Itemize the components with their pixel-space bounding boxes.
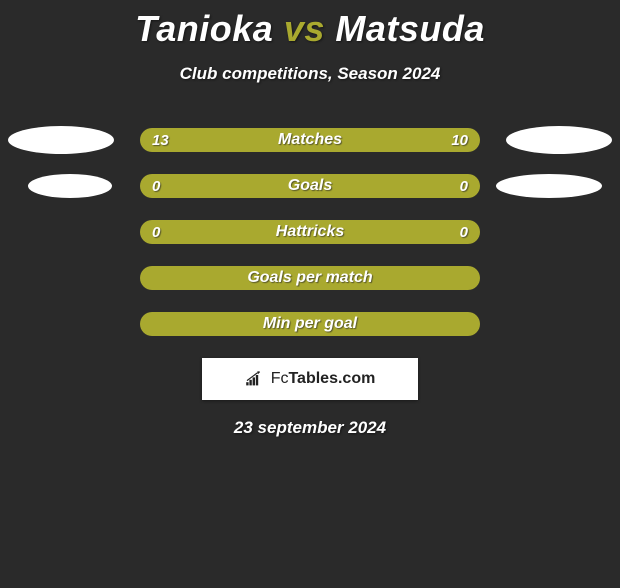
stat-bar: 0 Hattricks 0 (140, 220, 480, 244)
stat-right-value: 10 (444, 132, 468, 149)
title-right: Matsuda (335, 8, 485, 49)
stat-label: Matches (278, 131, 342, 149)
title-vs: vs (284, 8, 325, 49)
source-badge: FcTables.com (202, 358, 418, 400)
stat-right-value: 0 (444, 224, 468, 241)
stat-left-value: 0 (152, 178, 176, 195)
ellipse-left (8, 126, 114, 154)
badge-text: FcTables.com (271, 370, 376, 388)
ellipse-right (506, 126, 612, 154)
chart-icon (245, 371, 265, 387)
row-hattricks: 0 Hattricks 0 (0, 220, 620, 244)
stat-label: Hattricks (276, 223, 344, 241)
subtitle: Club competitions, Season 2024 (0, 64, 620, 84)
stat-bar: 0 Goals 0 (140, 174, 480, 198)
ellipse-left (28, 174, 112, 198)
stat-label: Min per goal (263, 315, 357, 333)
stat-label: Goals per match (247, 269, 372, 287)
stat-bar: 13 Matches 10 (140, 128, 480, 152)
title-left: Tanioka (135, 8, 273, 49)
stat-bar: Goals per match (140, 266, 480, 290)
stat-left-value: 0 (152, 224, 176, 241)
row-min-per-goal: Min per goal (0, 312, 620, 336)
ellipse-right (496, 174, 602, 198)
row-matches: 13 Matches 10 (0, 128, 620, 152)
date-text: 23 september 2024 (0, 418, 620, 438)
page-title: Tanioka vs Matsuda (0, 8, 620, 50)
comparison-rows: 13 Matches 10 0 Goals 0 0 Hattricks 0 Go… (0, 128, 620, 336)
stat-label: Goals (288, 177, 332, 195)
stat-right-value: 0 (444, 178, 468, 195)
stat-left-value: 13 (152, 132, 176, 149)
row-goals: 0 Goals 0 (0, 174, 620, 198)
stat-bar: Min per goal (140, 312, 480, 336)
row-goals-per-match: Goals per match (0, 266, 620, 290)
